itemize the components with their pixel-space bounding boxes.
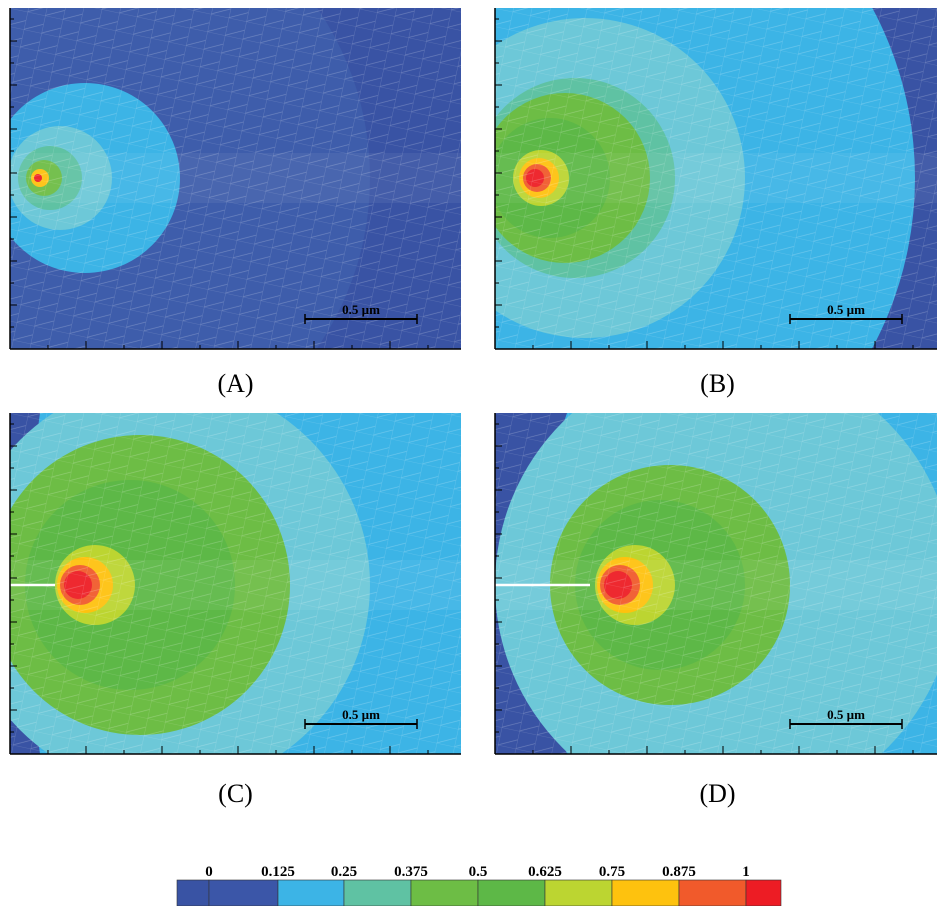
mesh	[10, 8, 461, 349]
colorbar-segment	[410, 879, 479, 906]
scale-bar-label: 0.5 µm	[827, 707, 865, 722]
panel-caption: (A)	[217, 369, 253, 398]
scale-bar-label: 0.5 µm	[342, 302, 380, 317]
contour-panel: 0.5 µm	[9, 413, 461, 755]
colorbar-segment	[277, 879, 345, 906]
colorbar-label: 0	[205, 864, 213, 880]
colorbar-segment	[678, 879, 747, 906]
plot-area	[495, 8, 937, 349]
mesh	[495, 8, 937, 349]
panel-caption: (B)	[700, 369, 735, 398]
panel-caption: (C)	[218, 779, 253, 808]
contour-panel: 0.5 µm	[9, 8, 461, 350]
plot-area	[10, 8, 461, 349]
colorbar-label: 0.875	[662, 864, 696, 880]
colorbar-label: 0.25	[331, 864, 357, 880]
scale-bar-label: 0.5 µm	[827, 302, 865, 317]
colorbar-segment	[176, 879, 210, 906]
colorbar-label: 1	[742, 864, 750, 880]
scale-bar-label: 0.5 µm	[342, 707, 380, 722]
colorbar-label: 0.75	[599, 864, 625, 880]
colorbar-segment	[745, 879, 782, 906]
plot-area	[10, 413, 461, 754]
colorbar-label: 0.125	[261, 864, 295, 880]
colorbar-segment	[343, 879, 412, 906]
colorbar-segment	[208, 879, 279, 906]
mesh	[495, 413, 937, 754]
plot-area	[495, 413, 937, 754]
colorbar-label: 0.375	[394, 864, 428, 880]
colorbar-label: 0.625	[528, 864, 562, 880]
colorbar-segment	[544, 879, 613, 906]
contour-panel: 0.5 µm	[494, 413, 937, 755]
panel-caption: (D)	[699, 779, 735, 808]
mesh	[10, 413, 461, 754]
colorbar-segment	[611, 879, 680, 906]
colorbar-segment	[477, 879, 546, 906]
contour-panel: 0.5 µm	[494, 8, 937, 350]
colorbar-label: 0.5	[469, 864, 488, 880]
